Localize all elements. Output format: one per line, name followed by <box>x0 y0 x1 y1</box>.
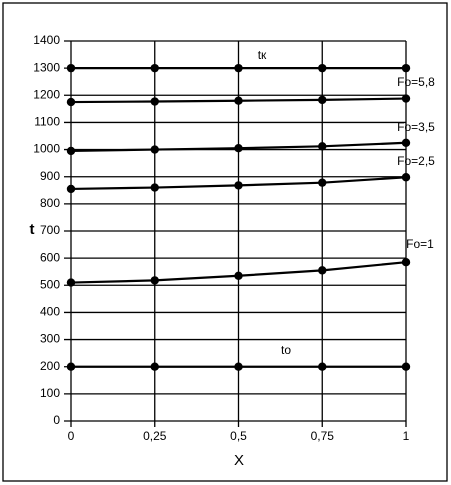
y-tick-label: 1300 <box>33 60 60 74</box>
x-tick-label: 0,25 <box>143 429 167 443</box>
point <box>234 96 243 105</box>
point <box>66 184 76 194</box>
x-tick-label: 0 <box>68 429 75 443</box>
series-label: to <box>281 343 291 357</box>
x-tick-label: 1 <box>403 429 410 443</box>
y-tick-label: 1400 <box>33 33 60 47</box>
point <box>150 145 159 154</box>
point <box>318 266 327 275</box>
y-tick-label: 400 <box>40 305 60 319</box>
series-label: tк <box>258 48 267 62</box>
y-tick-label: 900 <box>40 169 60 183</box>
point <box>401 94 411 103</box>
point <box>318 362 327 371</box>
y-tick-label: 200 <box>40 359 60 373</box>
point <box>150 362 159 371</box>
y-tick-label: 500 <box>40 277 60 291</box>
y-tick-label: 600 <box>40 250 60 264</box>
series-label: Fo=3,5 <box>397 120 435 134</box>
point <box>234 144 243 153</box>
y-tick-label: 700 <box>40 223 60 237</box>
point <box>66 278 76 287</box>
point <box>401 138 411 147</box>
point <box>401 63 411 73</box>
point <box>318 63 327 73</box>
point <box>66 97 76 107</box>
frame <box>2 2 448 482</box>
point <box>150 183 159 192</box>
point <box>401 362 411 371</box>
x-tick-label: 0,5 <box>230 429 247 443</box>
point <box>401 258 411 267</box>
x-tick-label: 0,75 <box>311 429 335 443</box>
point <box>318 95 327 105</box>
point <box>234 63 243 73</box>
point <box>150 63 159 73</box>
point <box>66 362 76 371</box>
y-tick-label: 0 <box>53 413 60 427</box>
point <box>318 142 327 151</box>
y-tick-label: 1200 <box>33 87 60 101</box>
series-label: Fo=1 <box>406 237 434 251</box>
point <box>234 181 243 190</box>
point <box>234 271 243 280</box>
series-label: Fo=5,8 <box>397 75 435 89</box>
y-tick-label: 300 <box>40 332 60 346</box>
point <box>234 362 243 371</box>
y-tick-label: 1000 <box>33 142 60 156</box>
x-axis-label: X <box>234 452 244 469</box>
y-tick-label: 1100 <box>34 115 60 129</box>
point <box>150 97 159 106</box>
y-tick-label: 800 <box>40 196 60 210</box>
point <box>66 146 76 156</box>
point <box>150 276 159 285</box>
y-axis-label: t <box>30 221 35 238</box>
point <box>318 178 327 187</box>
y-tick-label: 100 <box>40 386 60 400</box>
point <box>401 173 411 182</box>
point <box>66 63 76 73</box>
series-label: Fo=2,5 <box>397 154 435 168</box>
